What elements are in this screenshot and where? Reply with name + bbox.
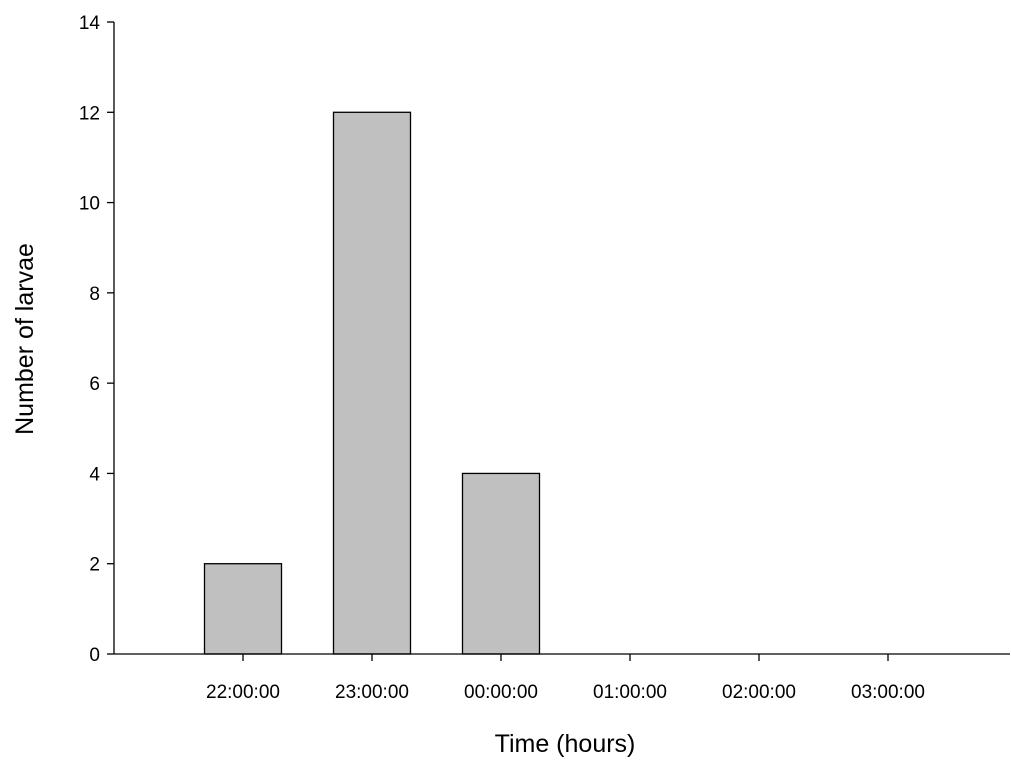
x-tick-label-22-00-00: 22:00:00 xyxy=(206,682,280,703)
y-tick-label-12: 12 xyxy=(79,103,100,124)
x-tick-label-01-00-00: 01:00:00 xyxy=(593,682,667,703)
x-tick-label-23-00-00: 23:00:00 xyxy=(335,682,409,703)
bar-00-00-00 xyxy=(461,472,541,655)
y-tick-label-14: 14 xyxy=(79,13,101,34)
y-axis-title: Number of larvae xyxy=(11,243,39,435)
y-tick-label-0: 0 xyxy=(89,645,100,666)
y-tick-label-10: 10 xyxy=(79,194,100,215)
y-tick-label-6: 6 xyxy=(89,374,100,395)
x-tick-label-02-00-00: 02:00:00 xyxy=(722,682,796,703)
y-tick-label-8: 8 xyxy=(89,284,100,305)
bar-23-00-00 xyxy=(332,111,412,655)
x-tick-label-03-00-00: 03:00:00 xyxy=(851,682,925,703)
bar-22-00-00 xyxy=(203,563,283,655)
plot-area: 0 2 4 6 8 10 12 14 22:00:00 23:00:00 00:00:00 01:00… xyxy=(79,13,1010,703)
y-tick-label-2: 2 xyxy=(89,555,100,576)
x-tick-label-00-00-00: 00:00:00 xyxy=(464,682,538,703)
x-axis-title: Time (hours) xyxy=(495,730,636,758)
y-tick-label-4: 4 xyxy=(89,464,100,485)
